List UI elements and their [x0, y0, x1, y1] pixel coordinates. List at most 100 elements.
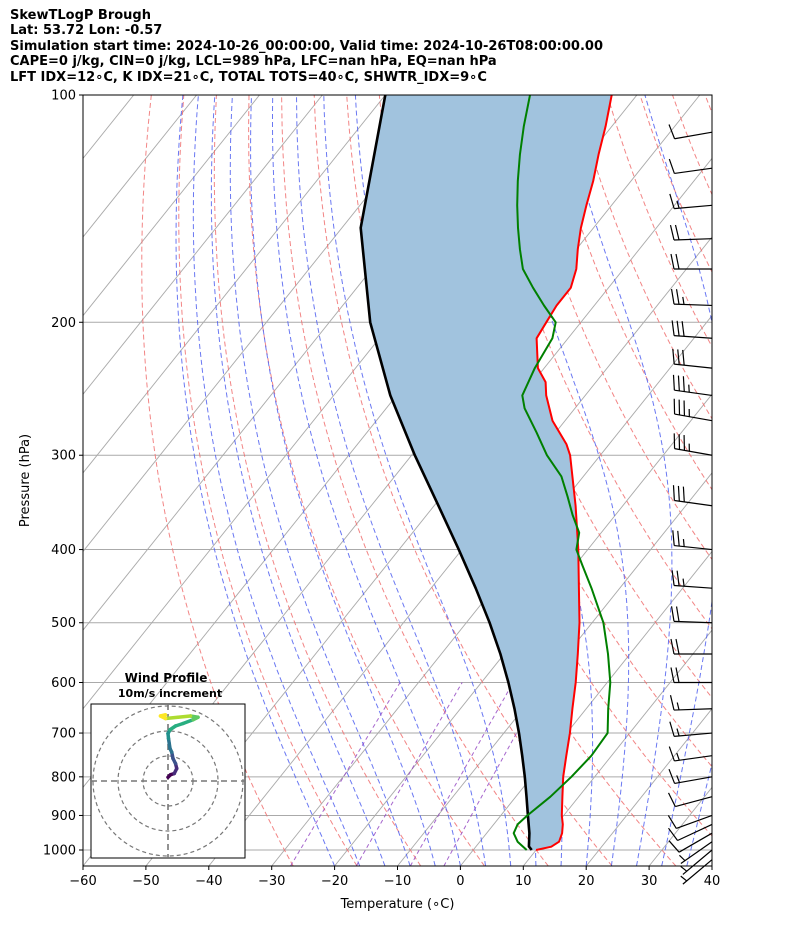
- wind-barb-full-feather: [675, 667, 680, 683]
- wind-barb-full-feather: [669, 695, 675, 711]
- dry-adiabat-line: [281, 95, 549, 866]
- wind-barb: [669, 193, 713, 210]
- isotherm-line: [0, 95, 71, 866]
- wind-barb-staff: [680, 841, 713, 864]
- wind-barb-full-feather: [676, 570, 680, 586]
- x-tick-label: 0: [456, 874, 464, 889]
- wind-barb: [670, 253, 712, 270]
- wind-barb-full-feather: [677, 485, 680, 502]
- x-tick-label: −10: [384, 874, 411, 889]
- wind-barb: [671, 570, 713, 589]
- dry-adiabat-line: [178, 95, 358, 866]
- wind-barb: [667, 814, 713, 830]
- wind-barb-staff: [674, 204, 713, 210]
- temperature-line: [535, 95, 613, 851]
- wind-barb-full-feather: [670, 667, 675, 683]
- isotherm-line: [711, 865, 712, 866]
- wind-barb-full-feather: [682, 376, 685, 392]
- isotherm-line: [83, 95, 449, 553]
- wind-barb-staff: [674, 776, 713, 785]
- isotherm-line: [83, 95, 260, 317]
- y-tick-label: 100: [51, 89, 76, 104]
- x-tick-label: 30: [641, 874, 658, 889]
- moist-adiabat-line: [175, 95, 336, 866]
- axes: −60 −50 −40 −30 −20 −10 0 10 20 30 40 100 200 300 400 5…: [18, 89, 720, 913]
- wind-barb: [668, 124, 713, 140]
- y-tick-label: 300: [51, 449, 76, 464]
- y-tick-label: 200: [51, 316, 76, 331]
- hodograph-segment: [163, 715, 180, 721]
- wind-barb-full-feather: [675, 289, 680, 305]
- wind-barb: [668, 832, 713, 853]
- dry-adiabat-line: [606, 95, 712, 348]
- isotherm-line: [334, 393, 712, 866]
- wind-barb-full-feather: [670, 288, 675, 305]
- hodograph-subtitle: 10m/s increment: [118, 687, 222, 700]
- x-tick-label: −60: [69, 874, 96, 889]
- wind-barb-half-feather: [679, 854, 686, 862]
- wind-barb: [670, 667, 712, 684]
- wind-barb-full-feather: [669, 721, 675, 737]
- wind-barb: [672, 530, 713, 551]
- x-tick-label: 20: [578, 874, 595, 889]
- wind-barb: [668, 768, 713, 785]
- wind-barb: [669, 721, 713, 737]
- wind-barb-half-feather: [680, 865, 688, 872]
- mixing-ratio-line: [290, 682, 401, 866]
- wind-barb-full-feather: [668, 840, 680, 853]
- wind-barb: [670, 288, 713, 307]
- dewpoint-line: [512, 95, 612, 851]
- hodograph-segment: [158, 713, 168, 718]
- wind-barb-full-feather: [671, 570, 675, 586]
- dry-adiabat-line: [574, 95, 712, 420]
- wind-barb-full-feather: [668, 768, 676, 784]
- index-line: LFT IDX=12∘C, K IDX=21∘C, TOTAL TOTS=40∘…: [10, 69, 487, 85]
- wind-barb: [669, 224, 713, 241]
- wind-barb-full-feather: [676, 320, 680, 337]
- y-axis-label: Pressure (hPa): [18, 434, 33, 527]
- wind-barb-full-feather: [667, 792, 676, 807]
- x-tick-label: −30: [258, 874, 285, 889]
- moist-adiabat-line: [711, 864, 712, 866]
- wind-barb-staff: [674, 238, 713, 241]
- dry-adiabat-line: [704, 95, 712, 115]
- dry-adiabat-line: [541, 95, 712, 491]
- wind-barb-full-feather: [668, 158, 675, 174]
- dry-adiabat-line: [411, 95, 712, 768]
- cape-line: CAPE=0 j/kg, CIN=0 j/kg, LCL=989 hPa, LF…: [10, 54, 497, 70]
- wind-barb-staff: [677, 823, 713, 842]
- moist-adiabat-line: [272, 95, 461, 866]
- wind-barb-staff: [674, 708, 713, 711]
- moist-adiabat-line: [250, 95, 436, 866]
- wind-barb-half-feather: [676, 752, 680, 761]
- wind-barb-staff: [674, 620, 713, 624]
- moist-adiabat-line: [644, 95, 712, 866]
- wind-barb-staff: [674, 131, 713, 140]
- x-tick-label: 10: [515, 874, 532, 889]
- wind-barb-full-feather: [672, 348, 675, 365]
- wind-barb: [668, 746, 713, 762]
- dry-adiabat-line: [476, 95, 712, 630]
- hodograph-ring: [117, 730, 219, 832]
- y-tick-label: 900: [51, 809, 76, 824]
- y-tick-label: 700: [51, 727, 76, 742]
- isotherm-line: [83, 95, 323, 395]
- y-tick-label: 400: [51, 543, 76, 558]
- chart-header: SkewTLogP Brough Lat: 53.72 Lon: -0.57 S…: [10, 8, 603, 85]
- wind-barb-half-feather: [676, 200, 680, 209]
- wind-barb-half-feather: [680, 875, 688, 882]
- cin-cape-shade: [360, 95, 612, 850]
- moist-adiabat-line: [491, 95, 630, 866]
- wind-barb-full-feather: [672, 374, 675, 391]
- wind-barb-staff: [682, 859, 713, 885]
- wind-barb: [672, 348, 713, 369]
- wind-barb-staff: [678, 832, 713, 853]
- wind-barb-full-feather: [681, 321, 685, 337]
- chart-title: SkewTLogP Brough: [10, 8, 151, 23]
- wind-barb: [672, 485, 713, 507]
- dry-adiabat-line: [313, 95, 613, 866]
- wind-barb-full-feather: [682, 349, 685, 366]
- wind-barb: [672, 374, 713, 397]
- isotherm-line: [775, 95, 794, 866]
